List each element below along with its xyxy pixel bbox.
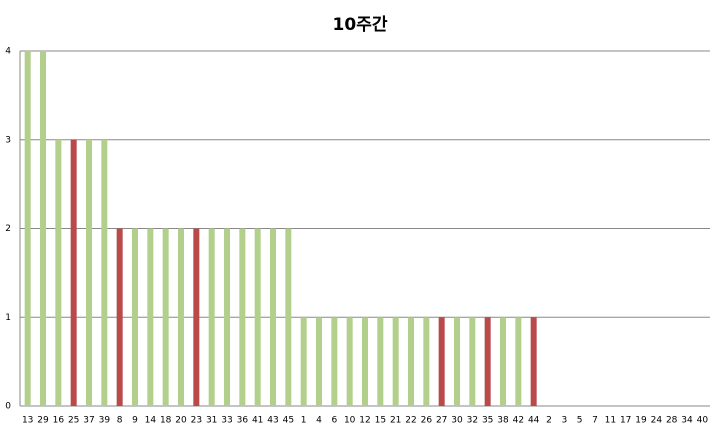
bar [362,317,368,406]
bar [224,228,230,406]
bar [346,317,353,406]
bar [254,228,261,406]
bar [392,317,399,406]
x-tick-label: 44 [528,416,540,426]
x-tick-label: 13 [22,416,33,426]
x-tick-label: 40 [697,416,709,426]
x-tick-label: 27 [436,416,447,426]
x-tick-label: 43 [267,416,278,426]
bar [454,317,460,406]
bar [484,317,491,406]
x-tick-label: 6 [331,416,337,426]
y-tick-label: 3 [5,135,11,145]
x-tick-label: 30 [451,416,463,426]
bar [208,228,215,406]
chart-title: 10주간 [333,15,388,35]
bar [377,317,384,406]
bar [147,228,154,406]
bar [70,139,77,406]
x-tick-label: 17 [620,416,631,426]
x-tick-label: 19 [635,416,647,426]
x-tick-label: 29 [37,416,49,426]
x-tick-label: 36 [237,416,249,426]
x-tick-label: 45 [283,416,294,426]
y-tick-label: 4 [5,47,11,57]
x-tick-label: 15 [375,416,386,426]
x-tick-label: 11 [605,416,616,426]
x-tick-label: 12 [359,416,370,426]
bar [24,51,31,406]
bar [331,317,338,406]
y-tick-label: 2 [5,224,11,234]
bar [316,317,322,406]
x-tick-label: 10 [344,416,356,426]
x-tick-label: 37 [83,416,94,426]
bar [408,317,414,406]
x-tick-label: 39 [99,416,111,426]
bar [438,317,445,406]
x-tick-label: 20 [175,416,187,426]
bar [132,228,138,406]
x-tick-label: 1 [301,416,307,426]
x-tick-label: 26 [421,416,433,426]
bar [86,139,92,406]
bar [193,228,200,406]
x-tick-label: 32 [467,416,478,426]
x-tick-label: 3 [561,416,567,426]
bar [530,317,537,406]
bar [116,228,123,406]
bar [270,228,276,406]
y-tick-label: 1 [5,313,11,323]
x-tick-label: 33 [221,416,232,426]
x-tick-label: 14 [145,416,157,426]
x-tick-label: 5 [577,416,583,426]
x-tick-label: 41 [252,416,263,426]
x-tick-label: 38 [497,416,509,426]
x-tick-label: 25 [68,416,79,426]
bar [515,317,522,406]
bar [285,228,292,406]
bar [500,317,506,406]
bar [40,51,46,406]
x-tick-label: 16 [53,416,65,426]
x-tick-label: 24 [651,416,663,426]
x-tick-label: 42 [513,416,524,426]
x-tick-label: 28 [666,416,678,426]
x-tick-label: 31 [206,416,217,426]
x-tick-label: 22 [405,416,416,426]
x-tick-label: 4 [316,416,322,426]
bar [101,139,108,406]
bar [55,139,62,406]
x-tick-label: 18 [160,416,172,426]
x-tick-label: 7 [592,416,598,426]
bar [300,317,307,406]
bar [239,228,246,406]
x-tick-label: 23 [191,416,202,426]
bar [423,317,430,406]
bar [469,317,476,406]
x-tick-label: 8 [117,416,123,426]
bar [162,228,169,406]
x-tick-label: 35 [482,416,493,426]
x-tick-label: 9 [132,416,138,426]
y-tick-label: 0 [5,402,11,412]
x-tick-label: 34 [681,416,693,426]
x-tick-label: 21 [390,416,401,426]
bar [178,228,184,406]
x-tick-label: 2 [546,416,552,426]
